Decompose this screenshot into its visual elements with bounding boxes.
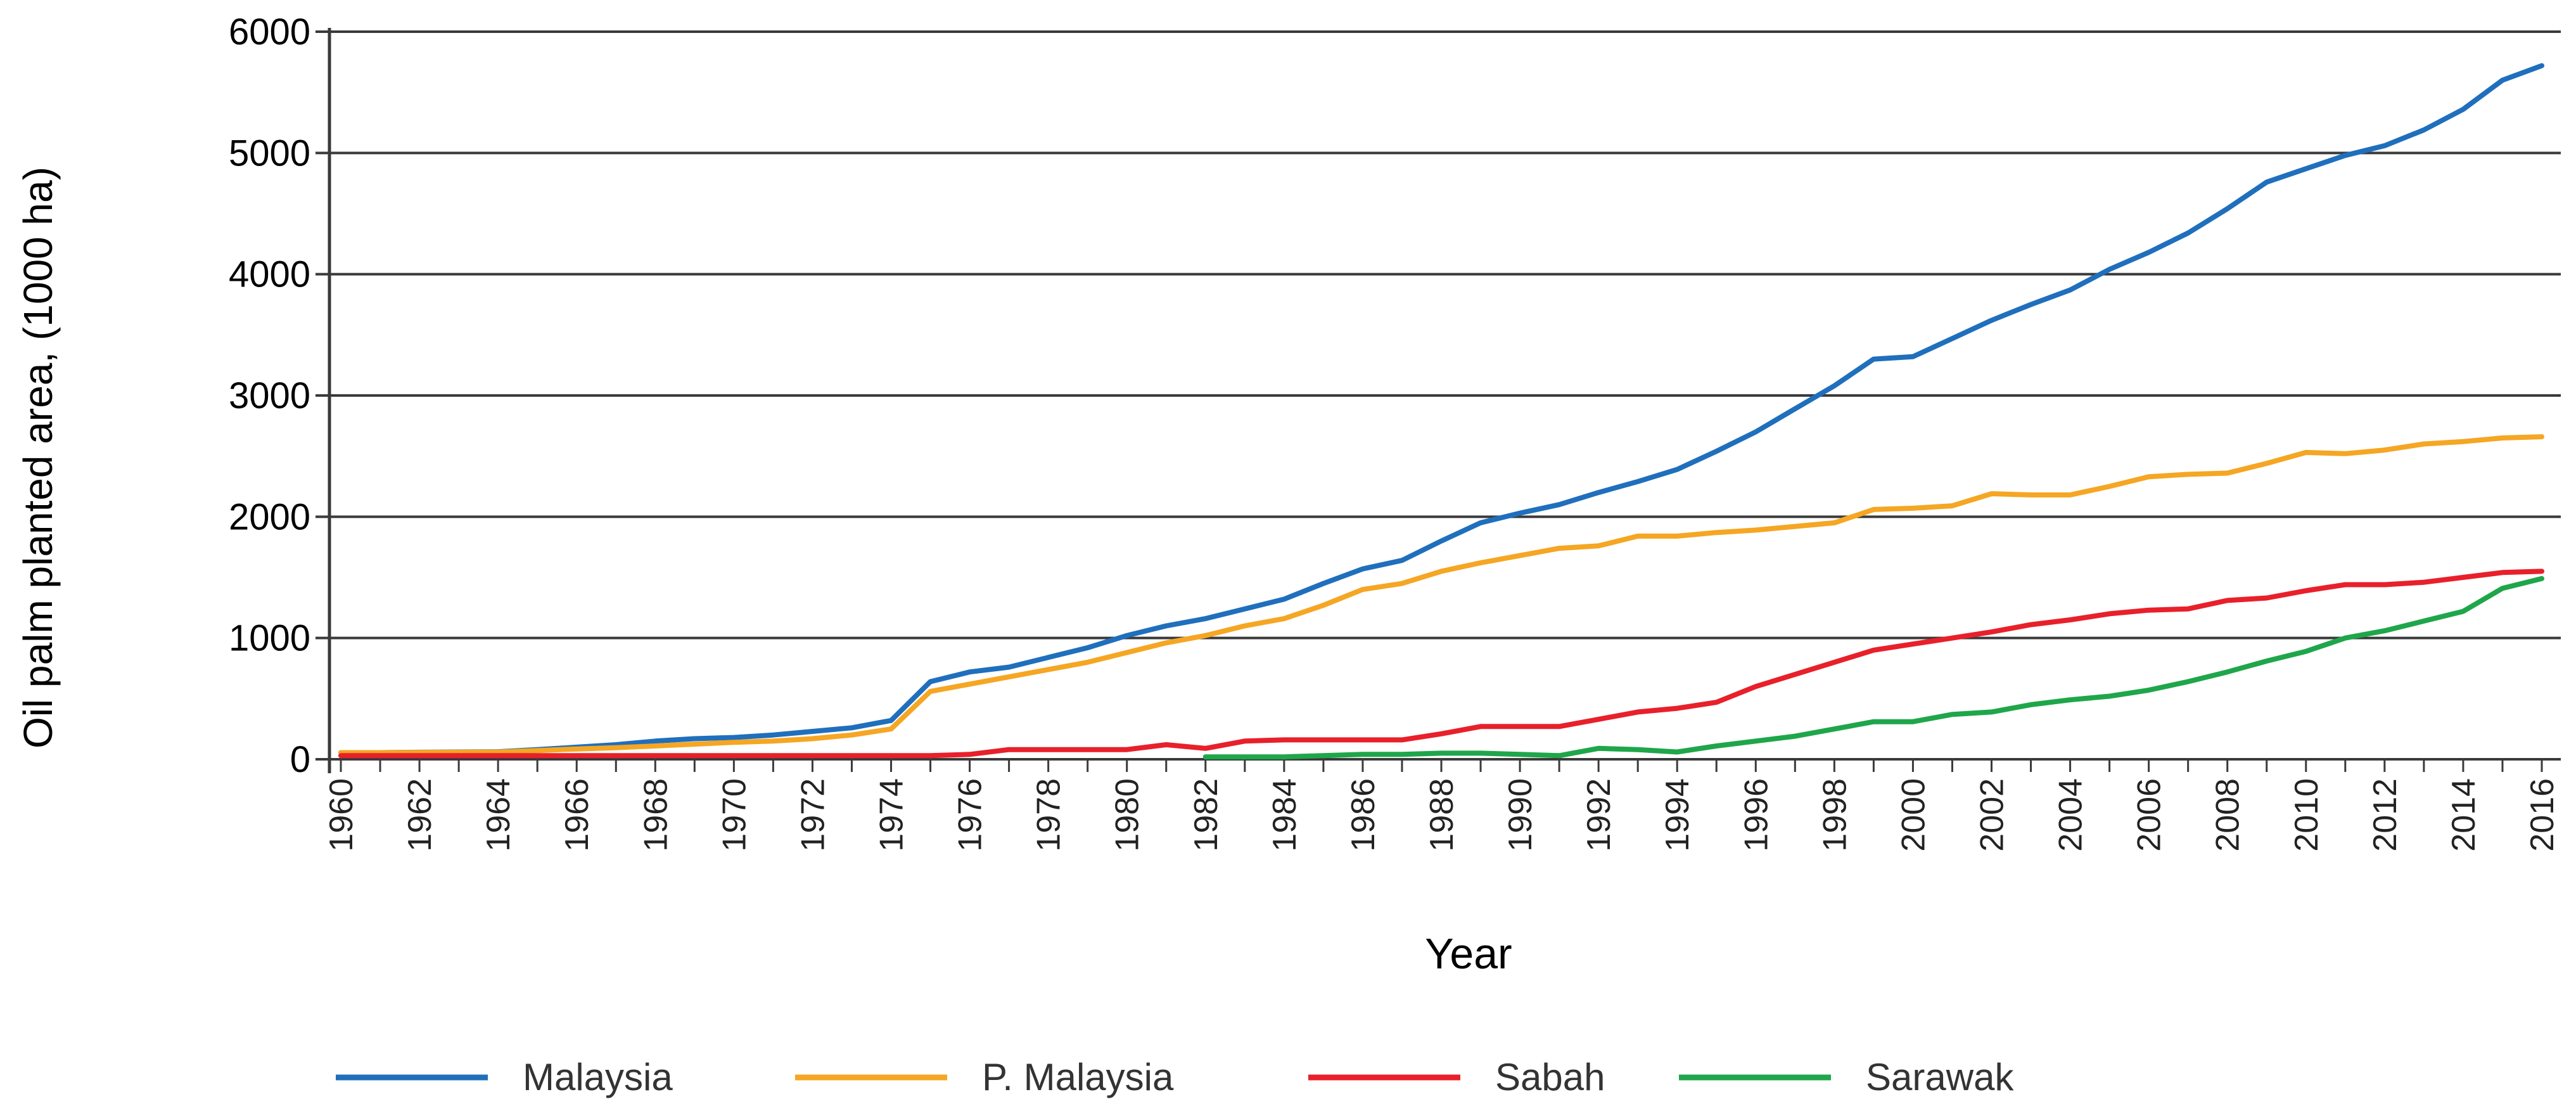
y-tick-label: 5000 [229,132,310,174]
x-tick-label: 1988 [1424,778,1460,852]
x-tick-label: 2010 [2288,778,2325,852]
x-tick-label: 1960 [323,778,360,852]
legend-label: Sabah [1495,1056,1605,1098]
y-tick-label: 4000 [229,254,310,295]
x-tick-labels: 1960 1962 1964 1966 1968 1970 1972 1974 1976 1978… [323,778,2561,852]
x-axis-label: Year [1425,930,1512,978]
x-tick-label: 1962 [402,778,438,852]
legend-label: Malaysia [523,1056,673,1098]
x-tick-label: 1982 [1188,778,1225,852]
x-tick-label: 1990 [1502,778,1539,852]
x-tick-label: 1986 [1345,778,1382,852]
x-tick-label: 1980 [1109,778,1146,852]
series-line-malaysia [338,63,2544,755]
axes [316,28,2543,773]
x-tick-label: 1994 [1659,778,1696,852]
y-tick-labels: 0 1000 2000 3000 4000 5000 6000 [229,11,310,780]
series-line-p-malaysia [338,434,2544,755]
x-tick-label: 2000 [1895,778,1932,852]
x-tick-label: 2012 [2367,778,2404,852]
x-tick-label: 1970 [716,778,753,852]
x-tick-label: 2006 [2131,778,2168,852]
x-tick-label: 2016 [2524,778,2561,852]
x-tick-label: 1974 [874,778,910,852]
x-tick-label: 1998 [1816,778,1853,852]
y-tick-label: 1000 [229,618,310,659]
series-line-sabah [338,569,2544,759]
legend-label: P. Malaysia [982,1056,1174,1098]
x-tick-label: 2008 [2210,778,2247,852]
grid-lines [329,30,2561,761]
legend: Malaysia P. Malaysia Sabah Sarawak [336,1056,2014,1098]
x-tick-label: 1996 [1738,778,1775,852]
x-tick-label: 1992 [1581,778,1617,852]
x-tick-label: 2002 [1974,778,2011,852]
x-tick-label: 1984 [1266,778,1303,852]
y-tick-label: 6000 [229,11,310,53]
series-lines [338,63,2544,760]
x-tick-label: 1976 [952,778,989,852]
y-axis-label: Oil palm planted area, (1000 ha) [15,167,61,749]
series-line-sarawak [1202,575,2544,760]
legend-label: Sarawak [1866,1056,2014,1098]
y-tick-label: 0 [290,739,310,780]
x-tick-label: 1972 [794,778,831,852]
x-tick-label: 1964 [480,778,517,852]
x-tick-label: 1978 [1031,778,1068,852]
x-tick-label: 2004 [2053,778,2089,852]
x-tick-label: 1966 [559,778,596,852]
y-tick-label: 3000 [229,375,310,416]
x-tick-label: 2014 [2445,778,2482,852]
y-tick-label: 2000 [229,496,310,537]
x-tick-label: 1968 [637,778,674,852]
